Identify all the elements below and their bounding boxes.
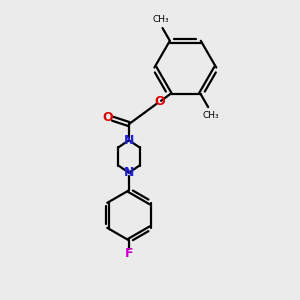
- Text: O: O: [154, 95, 165, 108]
- Text: N: N: [124, 134, 134, 147]
- Text: CH₃: CH₃: [203, 111, 219, 120]
- Text: N: N: [124, 166, 134, 179]
- Text: CH₃: CH₃: [153, 16, 169, 25]
- Text: O: O: [102, 111, 113, 124]
- Text: F: F: [125, 248, 133, 260]
